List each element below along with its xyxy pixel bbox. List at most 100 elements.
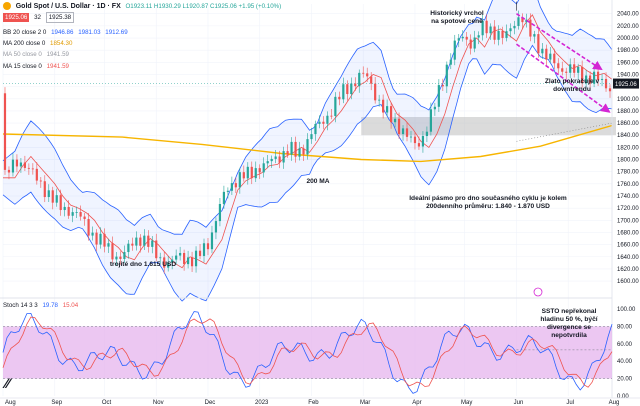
time-tick-label: Jul — [566, 400, 574, 406]
price-tick-label: 1600.00 — [617, 279, 639, 285]
candle — [111, 243, 114, 260]
candle — [533, 34, 536, 37]
candle — [11, 159, 15, 173]
candle — [266, 161, 269, 164]
candle — [461, 36, 464, 39]
candle — [175, 255, 178, 260]
candle — [497, 30, 500, 40]
candle — [7, 169, 11, 173]
candle — [147, 235, 150, 247]
candle — [342, 84, 345, 100]
candle — [374, 83, 377, 101]
candle — [282, 151, 285, 163]
candle — [135, 237, 138, 246]
oscillator-legend[interactable]: Stoch 14 3 3 19.78 15.04 — [3, 301, 81, 310]
ma200-line — [2, 124, 613, 163]
bid-price[interactable]: 1925.06 — [3, 13, 30, 22]
candle — [557, 63, 560, 69]
candle — [39, 180, 42, 182]
candle — [501, 30, 504, 38]
indicator-ma50[interactable]: MA 50 close 0 1941.59 — [3, 50, 72, 59]
candle — [234, 183, 237, 188]
candle — [258, 168, 261, 173]
candle — [210, 232, 214, 250]
candle — [581, 66, 584, 84]
symbol-title[interactable]: Gold Spot / U.S. Dollar · 1D · FX — [15, 3, 121, 10]
time-tick-label: Aug — [5, 400, 16, 406]
annotation-ath: Historický vrchol na spotové ceně — [430, 10, 484, 25]
candle — [95, 232, 98, 245]
candle — [286, 151, 289, 155]
candle — [393, 118, 397, 123]
stoch-tick-label: 100.00 — [617, 307, 636, 313]
oscillator-label: Stoch 14 3 3 — [3, 302, 38, 309]
price-tick-label: 1660.00 — [617, 243, 639, 249]
candle — [469, 39, 472, 49]
tradingview-logo[interactable]: ⁄⁄ — [5, 375, 10, 391]
price-tick-label: 1960.00 — [617, 60, 639, 66]
price-tick-label: 2000.00 — [617, 36, 639, 42]
candle — [83, 216, 86, 220]
candle — [314, 123, 317, 135]
candle — [115, 256, 118, 260]
candle — [167, 262, 170, 268]
price-tick-label: 1760.00 — [617, 182, 639, 188]
candle — [23, 162, 26, 168]
indicator-ma200[interactable]: MA 200 close 0 1854.30 — [3, 39, 75, 48]
candle — [493, 26, 496, 40]
candle — [119, 256, 122, 259]
time-tick-label: Jun — [514, 400, 524, 406]
candle — [59, 195, 62, 211]
indicator-label: MA 15 close 0 — [3, 63, 42, 70]
candle — [155, 240, 158, 259]
candle — [417, 143, 421, 147]
zone-pointer — [516, 122, 613, 142]
candle — [306, 139, 309, 155]
candle — [31, 168, 34, 170]
alert-icon — [533, 287, 543, 297]
quote-row: 1925.06 32 1925.38 — [3, 12, 77, 23]
candle — [274, 156, 277, 159]
candle — [75, 212, 78, 213]
candle — [565, 71, 568, 73]
candle — [262, 163, 265, 173]
price-tick-label: 1880.00 — [617, 109, 639, 115]
candle — [298, 148, 301, 157]
candle — [290, 141, 293, 155]
candle — [143, 235, 146, 246]
bb-lower-line — [2, 44, 613, 302]
candle — [107, 243, 110, 247]
candle — [230, 183, 233, 191]
candle — [362, 72, 365, 74]
indicator-bb[interactable]: BB 20 close 2 0 1946.86 1981.03 1912.69 — [3, 28, 131, 37]
candle — [505, 31, 508, 38]
candle — [589, 75, 592, 84]
gold-coin-icon — [3, 2, 11, 11]
bb-upper-value: 1981.03 — [78, 29, 101, 36]
price-tick-label: 1900.00 — [617, 97, 639, 103]
indicator-label: MA 200 close 0 — [3, 40, 46, 47]
candle — [382, 99, 385, 113]
candle — [242, 172, 245, 179]
time-tick-label: Nov — [153, 400, 164, 406]
time-tick-label: May — [461, 400, 472, 406]
indicator-ma15[interactable]: MA 15 close 0 1941.59 — [3, 62, 72, 71]
candle — [278, 156, 281, 163]
candle — [87, 219, 90, 236]
candle — [441, 85, 444, 87]
candle — [521, 17, 524, 23]
candle — [477, 35, 480, 38]
ask-price[interactable]: 1925.38 — [45, 12, 75, 23]
stoch-d-value: 15.04 — [62, 302, 79, 309]
candle — [43, 181, 46, 198]
candle — [270, 158, 273, 162]
annotation-downtrend: Zlato pokračuje v downtrendu — [544, 78, 600, 93]
candle — [386, 106, 389, 113]
candle — [513, 25, 516, 29]
bb-lower-value: 1912.69 — [105, 29, 128, 36]
candle — [330, 115, 333, 117]
candle — [186, 257, 190, 265]
candle — [425, 131, 429, 137]
candle — [453, 40, 456, 60]
